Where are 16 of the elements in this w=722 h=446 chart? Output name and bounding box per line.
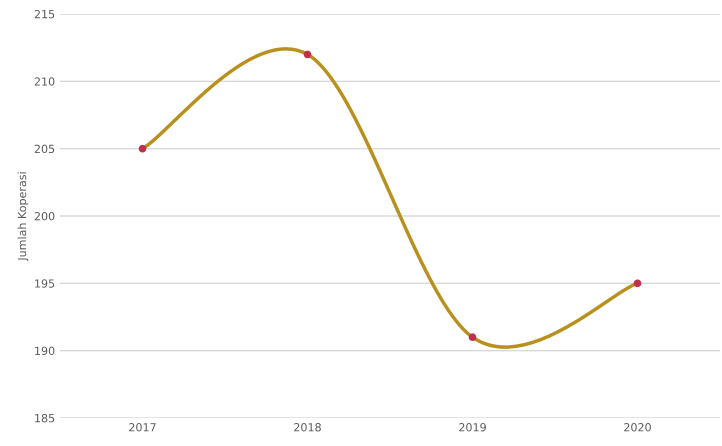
point [138,144,146,152]
point [304,50,312,58]
y-tick-label: 210 [34,77,54,86]
y-tick-label: 215 [34,10,54,18]
x-tick-label: 2019 [459,423,486,432]
point [634,280,642,288]
x-tick-label: 2017 [129,423,156,432]
y-tick-label: 195 [35,279,54,288]
y-tick-label: 205 [34,144,54,154]
y-axis-title: Jumlah Koperasi [18,172,28,262]
y-tick-label: 200 [34,212,54,220]
y-tick-label: 185 [35,414,54,422]
y-tick-label: 190 [35,346,54,356]
x-tick-label: 2020 [624,423,651,432]
point [468,333,476,342]
x-tick-label: 2018 [294,423,321,432]
